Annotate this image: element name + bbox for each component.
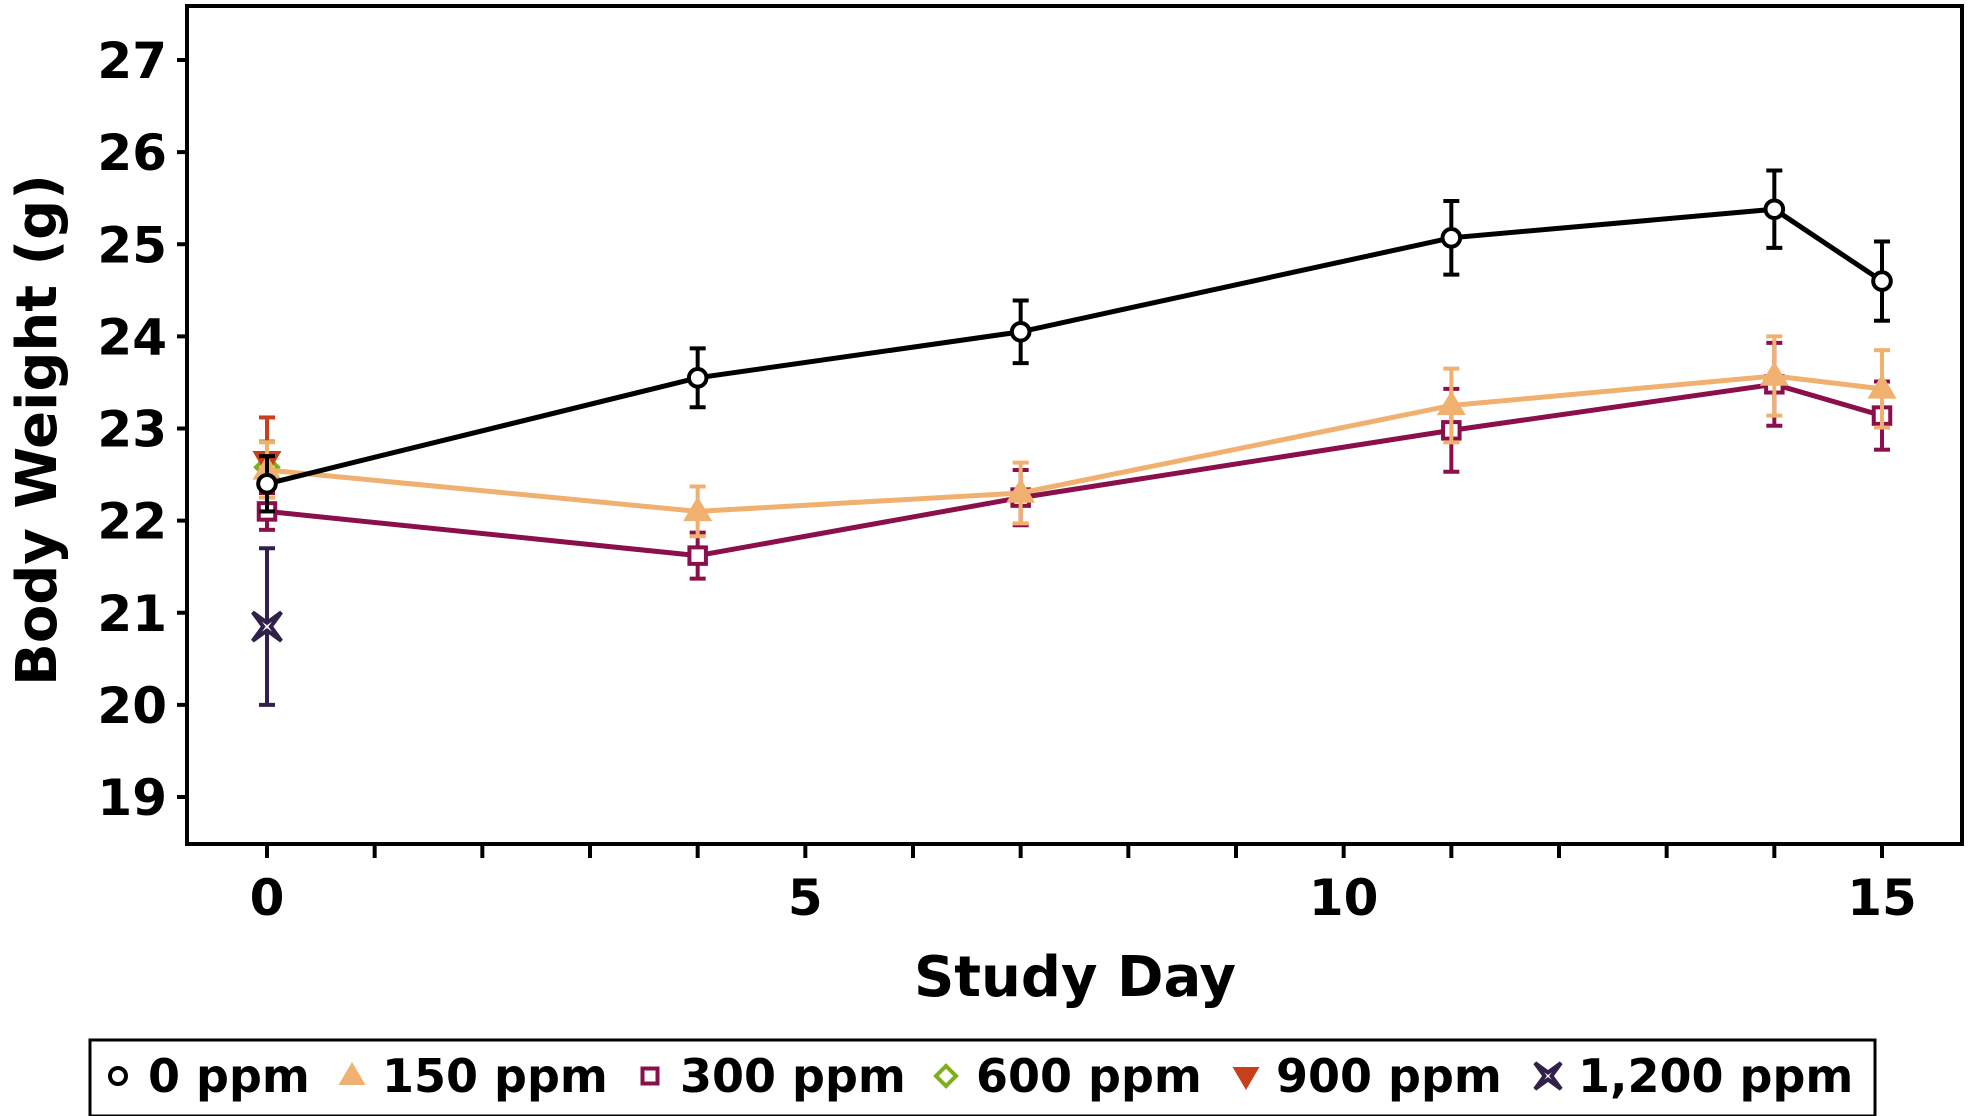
x-axis-ticks: 0 5 10 15 bbox=[250, 844, 1917, 927]
data-point bbox=[1759, 361, 1789, 386]
y-tick-label: 27 bbox=[97, 32, 167, 90]
data-point bbox=[1009, 320, 1032, 343]
data-point bbox=[683, 496, 713, 522]
data-point bbox=[1436, 390, 1466, 416]
series-line bbox=[266, 206, 1884, 487]
data-point bbox=[687, 545, 708, 566]
legend-label: 900 ppm bbox=[1276, 1049, 1502, 1103]
legend-item: 300 ppm bbox=[640, 1049, 906, 1103]
legend-item: 600 ppm bbox=[933, 1049, 1202, 1103]
legend-label: 300 ppm bbox=[680, 1049, 906, 1103]
series-line bbox=[266, 373, 1883, 514]
series-line bbox=[266, 381, 1883, 559]
legend-label: 600 ppm bbox=[976, 1049, 1202, 1103]
series-5 bbox=[251, 546, 283, 707]
series-0 bbox=[256, 168, 1893, 514]
y-tick-label: 22 bbox=[97, 493, 167, 551]
y-axis-ticks: 19 20 21 22 23 24 25 26 27 bbox=[97, 32, 185, 827]
legend-marker bbox=[640, 1066, 660, 1086]
x-tick-label: 0 bbox=[250, 869, 285, 927]
legend-box bbox=[88, 1038, 1877, 1116]
y-axis-title: Body Weight (g) bbox=[5, 174, 70, 686]
legend-marker bbox=[933, 1063, 959, 1089]
x-tick-label: 5 bbox=[788, 869, 823, 927]
legend-marker bbox=[1232, 1067, 1260, 1090]
y-tick-label: 26 bbox=[97, 124, 167, 182]
data-point bbox=[1867, 373, 1897, 399]
x-tick-label: 15 bbox=[1847, 869, 1917, 927]
plot-frame bbox=[185, 4, 1964, 846]
legend-marker bbox=[1533, 1061, 1563, 1091]
data-point bbox=[1440, 227, 1463, 249]
y-tick-label: 24 bbox=[97, 308, 167, 366]
data-point bbox=[686, 367, 709, 389]
legend-marker bbox=[338, 1062, 366, 1085]
legend-label: 150 ppm bbox=[382, 1049, 608, 1103]
series-layer bbox=[251, 168, 1897, 707]
y-tick-label: 20 bbox=[97, 677, 167, 735]
legend: 0 ppm 150 ppm 300 ppm 600 ppm 900 ppm 1,200 p… bbox=[88, 1038, 1877, 1116]
legend-items: 0 ppm 150 ppm 300 ppm 600 ppm 900 ppm 1,200 p… bbox=[108, 1049, 1853, 1103]
legend-item: 0 ppm bbox=[108, 1049, 310, 1103]
legend-item: 900 ppm bbox=[1232, 1049, 1502, 1103]
data-point bbox=[1006, 478, 1036, 503]
y-tick-label: 25 bbox=[97, 216, 167, 274]
data-point bbox=[251, 610, 283, 643]
legend-item: 1,200 ppm bbox=[1533, 1049, 1853, 1103]
legend-marker bbox=[108, 1066, 128, 1086]
x-tick-label: 10 bbox=[1309, 869, 1379, 927]
series-2 bbox=[256, 340, 1893, 581]
data-point bbox=[1871, 270, 1893, 292]
legend-item: 150 ppm bbox=[338, 1049, 608, 1103]
y-tick-label: 23 bbox=[97, 401, 167, 459]
y-tick-label: 19 bbox=[97, 769, 167, 827]
data-point bbox=[256, 472, 278, 495]
legend-label: 1,200 ppm bbox=[1578, 1049, 1853, 1103]
data-point bbox=[1763, 198, 1786, 221]
series-1 bbox=[252, 334, 1897, 539]
x-axis-title: Study Day bbox=[914, 945, 1236, 1010]
legend-label: 0 ppm bbox=[148, 1049, 310, 1103]
y-tick-label: 21 bbox=[97, 585, 167, 643]
